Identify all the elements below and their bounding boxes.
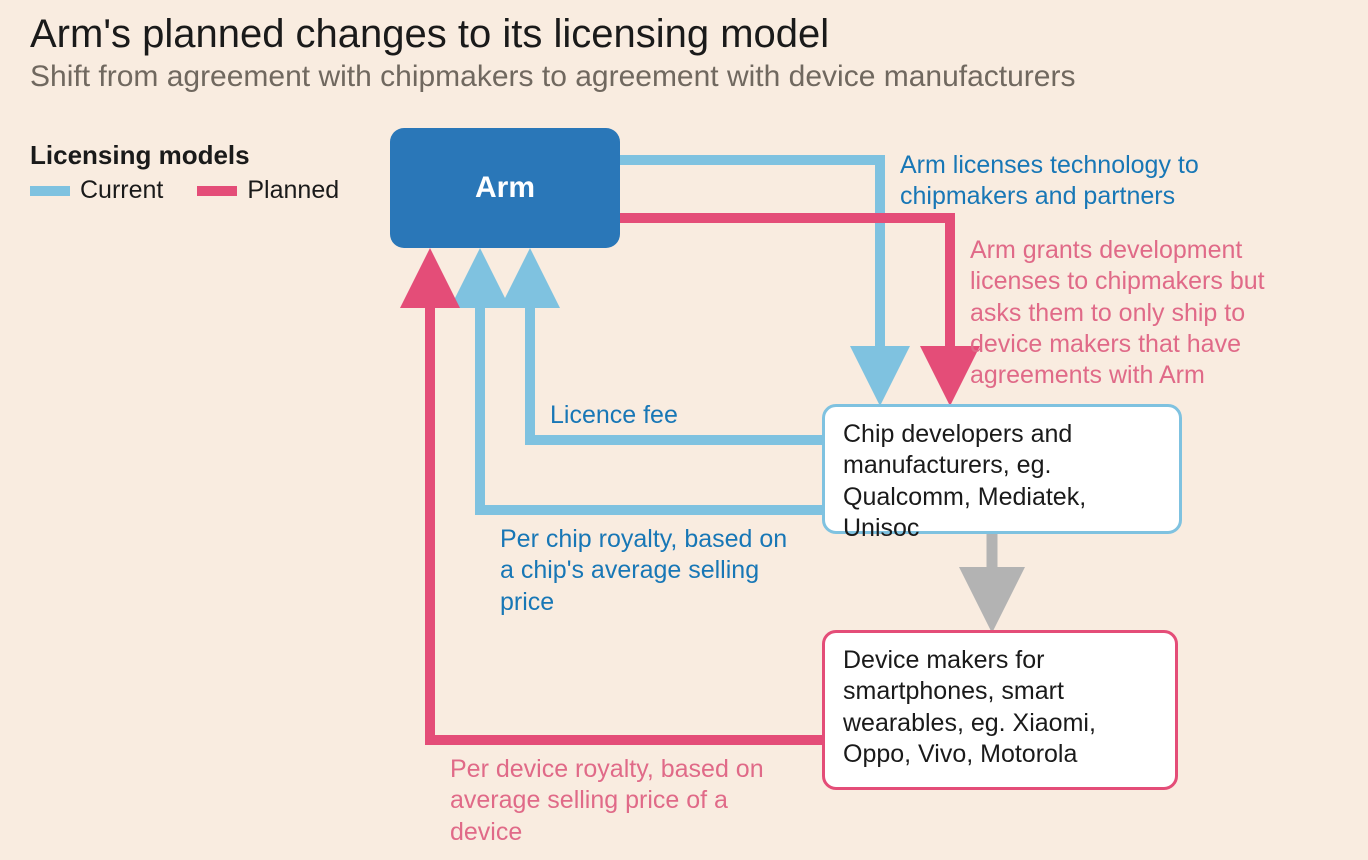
node-chipmakers-label: Chip developers and manufacturers, eg. Q… — [843, 420, 1086, 542]
legend-label-current: Current — [80, 176, 163, 205]
chart-title: Arm's planned changes to its licensing m… — [30, 12, 829, 57]
node-devicemakers: Device makers for smartphones, smart wea… — [822, 630, 1178, 790]
label-per-chip: Per chip royalty, based on a chip's aver… — [500, 524, 800, 618]
swatch-current — [30, 186, 70, 196]
label-licence-current: Arm licenses technology to chipmakers an… — [900, 150, 1230, 213]
node-arm-label: Arm — [475, 169, 535, 207]
chart-subtitle: Shift from agreement with chipmakers to … — [30, 60, 1075, 94]
edge-per-device-royalty — [430, 258, 822, 740]
legend-title: Licensing models — [30, 140, 250, 171]
swatch-planned — [197, 186, 237, 196]
label-licence-planned: Arm grants development licenses to chipm… — [970, 235, 1310, 391]
node-chipmakers: Chip developers and manufacturers, eg. Q… — [822, 404, 1182, 534]
edge-arm-to-chipmakers-planned — [620, 218, 950, 396]
node-arm: Arm — [390, 128, 620, 248]
node-devicemakers-label: Device makers for smartphones, smart wea… — [843, 646, 1096, 768]
edge-arm-to-chipmakers-current — [620, 160, 880, 396]
label-per-device: Per device royalty, based on average sel… — [450, 754, 780, 848]
edge-per-chip-royalty — [480, 258, 822, 510]
legend-row: Current Planned — [30, 176, 339, 205]
legend-label-planned: Planned — [247, 176, 339, 205]
label-licence-fee: Licence fee — [550, 400, 800, 431]
